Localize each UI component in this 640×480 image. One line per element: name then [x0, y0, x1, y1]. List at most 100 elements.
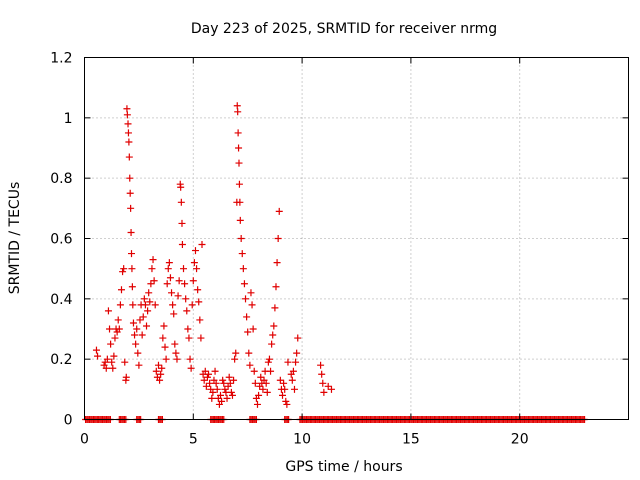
x-tick-label: 0	[80, 432, 89, 448]
data-point	[242, 295, 250, 303]
x-tick-label: 10	[293, 432, 311, 448]
data-point	[188, 301, 196, 309]
data-point	[320, 388, 328, 396]
data-point	[143, 322, 151, 330]
data-point	[319, 379, 327, 387]
y-tick-labels: 0 0.2 0.4 0.6 0.8 1 1.2	[50, 51, 72, 429]
data-point	[198, 241, 206, 249]
data-point	[184, 325, 192, 333]
data-point	[166, 274, 174, 282]
grid-lines	[84, 57, 629, 420]
data-point	[218, 397, 226, 405]
data-point	[272, 283, 280, 291]
data-point	[317, 361, 325, 369]
data-point	[226, 379, 234, 387]
data-point	[149, 256, 157, 264]
data-point	[209, 388, 217, 396]
data-point	[248, 301, 256, 309]
data-point	[125, 153, 133, 161]
data-point	[144, 307, 152, 315]
data-point	[110, 352, 118, 360]
data-point	[146, 298, 154, 306]
data-point	[94, 352, 102, 360]
data-point	[92, 346, 100, 354]
data-point	[132, 340, 140, 348]
data-point	[129, 301, 137, 309]
data-point	[195, 298, 203, 306]
data-point	[128, 250, 136, 258]
data-point	[139, 313, 147, 321]
data-point	[138, 331, 146, 339]
data-point	[181, 280, 189, 288]
data-point	[128, 265, 136, 273]
data-point	[187, 364, 195, 372]
data-point	[111, 334, 119, 342]
data-point	[318, 370, 326, 378]
data-point	[236, 198, 244, 206]
data-point	[127, 228, 135, 236]
data-point	[213, 385, 221, 393]
data-point	[164, 265, 172, 273]
data-point	[324, 382, 332, 390]
data-point	[182, 295, 190, 303]
data-point	[290, 385, 298, 393]
data-point	[263, 388, 271, 396]
data-point	[227, 388, 235, 396]
data-point	[160, 322, 168, 330]
data-point	[219, 376, 227, 384]
data-point	[230, 376, 238, 384]
data-point	[282, 397, 290, 405]
data-point	[276, 376, 284, 384]
data-point	[236, 216, 244, 224]
data-point	[239, 265, 247, 273]
data-point	[169, 301, 177, 309]
data-point	[235, 144, 243, 152]
data-point	[327, 385, 335, 393]
data-point	[121, 358, 129, 366]
y-tick-label: 0.6	[50, 232, 72, 248]
x-tick-labels: 0 5 10 15 20	[80, 432, 529, 448]
data-point	[125, 138, 133, 146]
data-point	[197, 334, 205, 342]
data-point	[217, 391, 224, 399]
x-tick-label: 5	[189, 432, 198, 448]
data-point	[129, 319, 137, 327]
data-point	[274, 235, 282, 242]
data-point	[251, 379, 259, 387]
data-point	[191, 247, 199, 255]
data-point	[126, 174, 134, 182]
data-point	[257, 373, 265, 381]
data-point	[220, 379, 228, 387]
data-point	[249, 325, 257, 333]
data-point	[234, 129, 242, 137]
data-point	[135, 361, 143, 369]
data-point	[247, 289, 255, 297]
data-point	[177, 198, 185, 206]
data-point	[116, 301, 124, 309]
data-point	[221, 385, 229, 393]
data-point	[208, 394, 216, 402]
data-point	[109, 364, 117, 372]
data-point	[161, 343, 169, 351]
data-point	[114, 316, 122, 324]
data-point	[253, 400, 261, 408]
data-point	[134, 349, 142, 357]
data-point	[294, 334, 302, 342]
data-point	[190, 259, 198, 267]
y-axis-title: SRMTID / TECUs	[7, 182, 23, 295]
data-point	[156, 376, 164, 384]
y-tick-label: 0.2	[50, 352, 72, 368]
data-point	[200, 376, 208, 384]
data-point	[162, 355, 170, 363]
y-tick-label: 0	[64, 413, 73, 429]
data-point	[126, 189, 134, 197]
data-point	[165, 259, 173, 267]
data-point	[183, 307, 191, 315]
data-point	[268, 340, 276, 348]
data-points	[82, 102, 589, 423]
data-point	[107, 340, 115, 348]
data-point	[284, 358, 292, 366]
data-point	[140, 295, 148, 303]
data-point	[212, 379, 220, 387]
